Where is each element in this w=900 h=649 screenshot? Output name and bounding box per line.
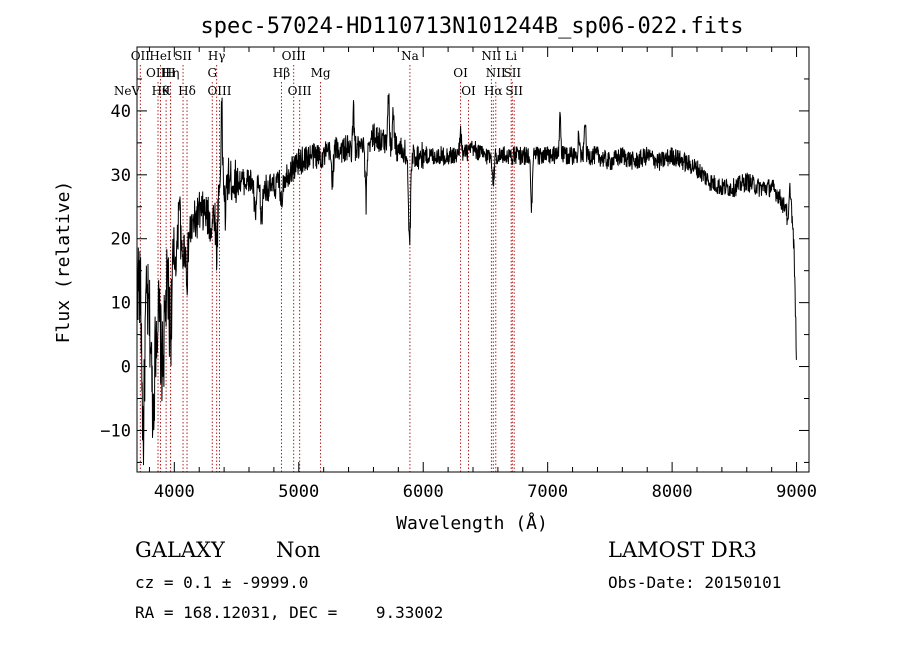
plot-frame	[136, 46, 810, 473]
line-marker-label: Na	[401, 49, 419, 63]
line-marker-label: Hγ	[208, 49, 226, 63]
line-marker-label: Hη	[162, 66, 180, 80]
line-marker-label: OI	[453, 66, 468, 80]
object-class: GALAXY	[135, 538, 225, 562]
x-axis-label: Wavelength (Å)	[396, 512, 548, 534]
object-subclass: Non	[276, 538, 321, 562]
line-marker-label: Hδ	[178, 84, 196, 98]
y-tick-label: 30	[111, 166, 131, 186]
line-marker-label: OIII	[282, 49, 306, 63]
line-marker-label: SII	[174, 49, 192, 63]
redshift-line: cz = 0.1 ± -9999.0	[135, 573, 309, 592]
line-marker-label: NII	[486, 66, 506, 80]
y-axis-label: Flux (relative)	[53, 181, 74, 344]
line-marker-label: NII	[481, 49, 501, 63]
line-marker-label: Li	[505, 49, 517, 63]
line-marker-label: OIII	[288, 84, 312, 98]
line-marker-label: Hθ	[152, 84, 170, 98]
y-tick-label: 0	[121, 358, 131, 378]
line-marker-label: H	[165, 66, 175, 80]
line-marker-label: G	[207, 66, 217, 80]
x-tick-label: 8000	[652, 482, 693, 502]
line-marker-label: OII	[131, 49, 151, 63]
spectrum-line	[136, 93, 797, 466]
obs-date: Obs-Date: 20150101	[608, 573, 782, 592]
x-axis: 4000 5000 6000 7000 8000 9000	[148, 47, 817, 502]
line-marker-label: K	[162, 84, 172, 98]
x-tick-label: 5000	[278, 482, 319, 502]
x-tick-label: 4000	[154, 482, 195, 502]
x-tick-label: 7000	[527, 482, 568, 502]
line-marker-label: SII	[505, 84, 523, 98]
line-marker-label: SII	[503, 66, 521, 80]
x-tick-label: 9000	[776, 482, 817, 502]
line-marker-label: OI	[461, 84, 476, 98]
y-tick-label: 10	[111, 294, 131, 314]
y-axis: −10 0 10 20 30 40	[100, 78, 809, 463]
chart-title: spec-57024-HD110713N101244B_sp06-022.fit…	[200, 14, 743, 39]
x-tick-label: 6000	[403, 482, 444, 502]
line-marker-label: OIII	[146, 66, 170, 80]
line-marker-label: Hα	[484, 84, 503, 98]
survey-name: LAMOST DR3	[608, 538, 757, 562]
line-marker-label: Mg	[311, 66, 331, 80]
line-marker-label: NeV	[114, 84, 141, 98]
y-tick-label: 40	[111, 102, 131, 122]
line-marker-label: Hβ	[273, 66, 290, 80]
line-marker-label: OIII	[207, 84, 231, 98]
line-marker-label: HeI	[149, 49, 172, 63]
line-markers	[139, 65, 515, 472]
y-tick-label: 20	[111, 230, 131, 250]
y-tick-label: −10	[100, 421, 131, 441]
coordinates-line: RA = 168.12031, DEC = 9.33002	[135, 603, 444, 622]
line-marker-labels: NeV OII OIII Hθ HeI Hη KH SII Hδ Hγ G OIII Hβ OIII OII…	[114, 49, 523, 98]
